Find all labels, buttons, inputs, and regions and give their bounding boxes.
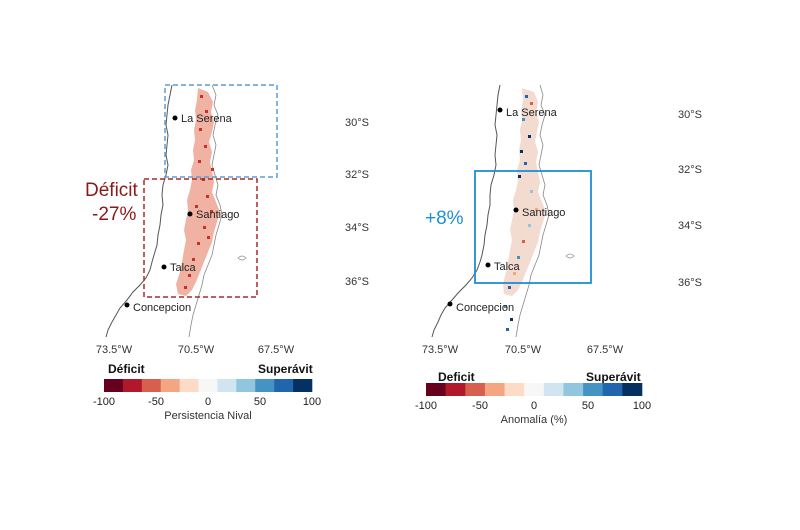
left-colorbar-tick: 50 bbox=[254, 396, 266, 408]
right-colorbar-cell bbox=[504, 383, 525, 396]
left-lat-tick: 36°S bbox=[345, 276, 369, 288]
left-lon-tick: 73.5°W bbox=[96, 344, 133, 356]
right-annotation-value: +8% bbox=[425, 208, 464, 229]
left-snow-pixels bbox=[184, 95, 214, 289]
right-colorbar-cell bbox=[445, 383, 466, 396]
city-marker bbox=[485, 262, 491, 268]
right-lon-tick: 67.5°W bbox=[587, 344, 624, 356]
left-city-la-serena: La Serena bbox=[172, 113, 233, 125]
left-snow-band bbox=[176, 88, 220, 296]
right-blue-box bbox=[474, 170, 592, 284]
left-colorbar-cell bbox=[179, 379, 199, 392]
right-lat-tick: 30°S bbox=[678, 109, 702, 121]
left-colorbar-cell bbox=[217, 379, 237, 392]
right-lake-glyph bbox=[565, 253, 575, 259]
city-label: Talca bbox=[170, 262, 197, 274]
right-city-concepcion: Concepcion bbox=[447, 301, 514, 314]
right-colorbar-cell bbox=[484, 383, 505, 396]
right-city-la-serena: La Serena bbox=[497, 107, 558, 119]
right-map-panel: La Serena Santiago Talca Concepcion +8% … bbox=[398, 84, 702, 356]
left-colorbar-title: Persistencia Nival bbox=[164, 410, 251, 422]
right-border bbox=[515, 84, 550, 338]
left-colorbar-tick: -50 bbox=[148, 396, 164, 408]
left-border bbox=[188, 84, 223, 338]
right-colorbar-cell bbox=[602, 383, 623, 396]
right-lat-tick: 36°S bbox=[678, 277, 702, 289]
right-colorbar-tick: -50 bbox=[472, 400, 488, 412]
right-colorbar-tick: 100 bbox=[633, 400, 651, 412]
right-colorbar-cell bbox=[583, 383, 604, 396]
right-colorbar-cell bbox=[524, 383, 545, 396]
right-lon-tick: 73.5°W bbox=[422, 344, 459, 356]
right-city-santiago: Santiago bbox=[513, 207, 565, 219]
city-marker bbox=[497, 107, 503, 113]
left-city-talca: Talca bbox=[161, 262, 197, 274]
left-colorbar-cell bbox=[293, 379, 313, 392]
left-colorbar-cell bbox=[198, 379, 218, 392]
right-lat-tick: 32°S bbox=[678, 164, 702, 176]
city-marker bbox=[161, 264, 167, 270]
left-colorbar-cell bbox=[236, 379, 256, 392]
city-label: La Serena bbox=[506, 107, 558, 119]
left-lon-tick: 70.5°W bbox=[178, 344, 215, 356]
left-coastline bbox=[105, 84, 173, 338]
city-label: Santiago bbox=[196, 209, 239, 221]
left-colorbar-tick: 0 bbox=[205, 396, 211, 408]
right-anomaly-band bbox=[503, 88, 546, 296]
right-colorbar-cell bbox=[543, 383, 564, 396]
left-annotation-value: -27% bbox=[92, 204, 136, 225]
right-colorbar-tick: -100 bbox=[415, 400, 437, 412]
city-marker bbox=[124, 302, 130, 308]
left-colorbar: Déficit Superávit -100 -50 0 50 100 Pers… bbox=[93, 362, 321, 422]
city-marker bbox=[187, 211, 193, 217]
right-colorbar-title: Anomalía (%) bbox=[501, 414, 568, 426]
left-annotation-label: Déficit bbox=[85, 180, 139, 201]
left-colorbar-cell bbox=[255, 379, 275, 392]
right-colorbar-tick: 0 bbox=[531, 400, 537, 412]
left-red-dashed-box bbox=[143, 178, 258, 298]
left-lake-glyph bbox=[237, 255, 247, 261]
left-blue-dashed-box bbox=[164, 84, 278, 178]
left-lat-tick: 30°S bbox=[345, 117, 369, 129]
city-marker bbox=[172, 115, 178, 121]
city-label: Concepcion bbox=[133, 302, 191, 314]
right-colorbar-cell bbox=[622, 383, 643, 396]
right-colorbar-cell bbox=[465, 383, 486, 396]
left-colorbar-cell bbox=[141, 379, 162, 392]
left-lat-tick: 34°S bbox=[345, 222, 369, 234]
left-lat-tick: 32°S bbox=[345, 169, 369, 181]
left-colorbar-cells bbox=[104, 379, 313, 392]
left-colorbar-right-label: Superávit bbox=[258, 362, 313, 376]
left-colorbar-cell bbox=[104, 379, 124, 392]
right-colorbar-right-label: Superávit bbox=[586, 370, 641, 384]
left-colorbar-tick: 100 bbox=[303, 396, 321, 408]
city-label: Santiago bbox=[522, 207, 565, 219]
right-colorbar-cell bbox=[426, 383, 446, 396]
right-city-talca: Talca bbox=[485, 261, 521, 273]
right-anomaly-pixels bbox=[504, 95, 538, 331]
right-colorbar-cells bbox=[426, 383, 643, 396]
left-city-santiago: Santiago bbox=[187, 209, 239, 221]
city-label: La Serena bbox=[181, 113, 233, 125]
city-marker bbox=[447, 301, 453, 307]
right-colorbar-cell bbox=[563, 383, 584, 396]
city-label: Concepcion bbox=[456, 302, 514, 314]
left-colorbar-tick: -100 bbox=[93, 396, 115, 408]
left-colorbar-cell bbox=[160, 379, 180, 392]
left-lon-tick: 67.5°W bbox=[258, 344, 295, 356]
right-colorbar-tick: 50 bbox=[582, 400, 594, 412]
city-label: Talca bbox=[494, 261, 521, 273]
city-marker bbox=[513, 207, 519, 213]
right-lat-tick: 34°S bbox=[678, 220, 702, 232]
right-colorbar: Deficit Superávit -100 -50 0 50 100 Anom… bbox=[415, 370, 651, 426]
left-colorbar-left-label: Déficit bbox=[108, 362, 145, 376]
left-colorbar-cell bbox=[122, 379, 143, 392]
left-city-concepcion: Concepcion bbox=[124, 302, 191, 314]
left-map-panel: La Serena Santiago Talca Concepcion Défi… bbox=[72, 84, 369, 356]
right-lon-tick: 70.5°W bbox=[505, 344, 542, 356]
left-colorbar-cell bbox=[274, 379, 294, 392]
right-colorbar-left-label: Deficit bbox=[438, 370, 475, 384]
